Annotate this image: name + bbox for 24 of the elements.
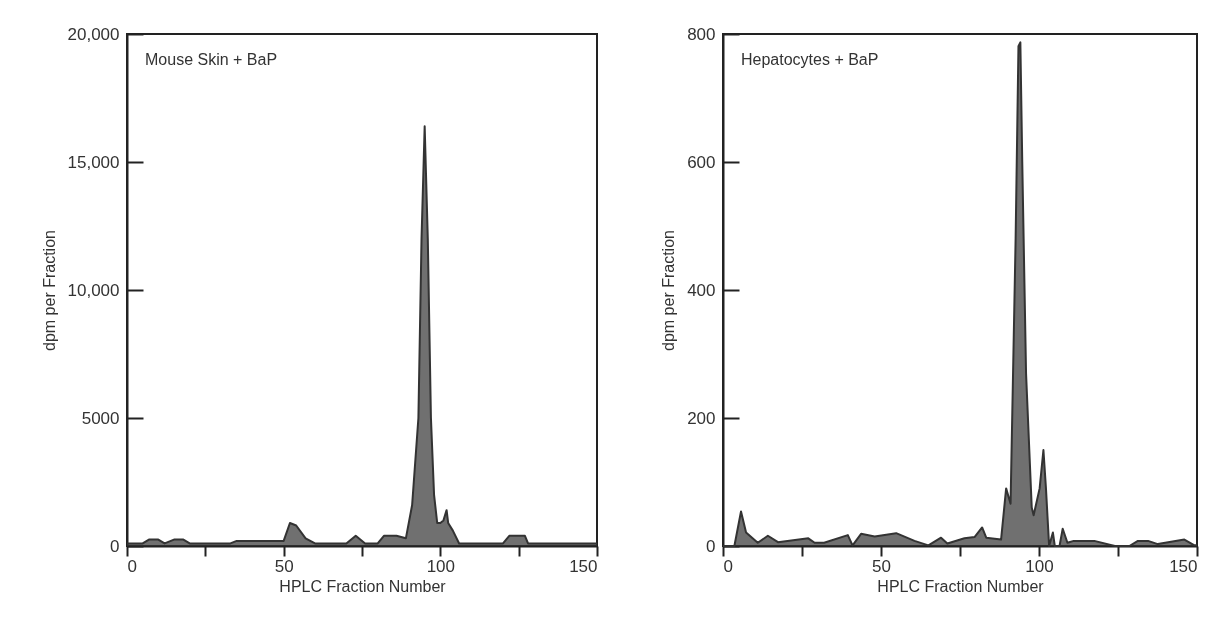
y-axis-title: dpm per Fraction bbox=[40, 230, 58, 351]
x-tick-label: 50 bbox=[872, 556, 891, 576]
x-tick-label: 0 bbox=[723, 556, 733, 576]
y-tick-label: 0 bbox=[110, 536, 120, 556]
y-tick-label: 20,000 bbox=[67, 24, 120, 44]
x-tick-label: 100 bbox=[426, 556, 456, 576]
y-tick-label: 5000 bbox=[81, 408, 120, 428]
x-axis-title: HPLC Fraction Number bbox=[877, 577, 1045, 595]
y-tick-label: 800 bbox=[687, 24, 716, 44]
x-tick-label: 100 bbox=[1025, 556, 1054, 576]
annotation: Mouse Skin + BaP bbox=[145, 51, 278, 68]
y-axis-title: dpm per Fraction bbox=[660, 230, 678, 351]
x-tick-label: 150 bbox=[1169, 556, 1198, 576]
x-axis-title: HPLC Fraction Number bbox=[279, 577, 447, 595]
y-tick-label: 200 bbox=[687, 408, 716, 428]
x-tick-label: 150 bbox=[569, 556, 598, 576]
y-tick-label: 400 bbox=[687, 280, 716, 300]
y-tick-label: 15,000 bbox=[67, 152, 120, 172]
x-tick-label: 0 bbox=[127, 556, 137, 576]
y-tick-label: 10,000 bbox=[67, 280, 120, 300]
annotation: Hepatocytes + BaP bbox=[741, 51, 879, 68]
y-tick-label: 0 bbox=[706, 536, 716, 556]
y-tick-label: 600 bbox=[687, 152, 716, 172]
x-tick-label: 50 bbox=[274, 556, 294, 576]
